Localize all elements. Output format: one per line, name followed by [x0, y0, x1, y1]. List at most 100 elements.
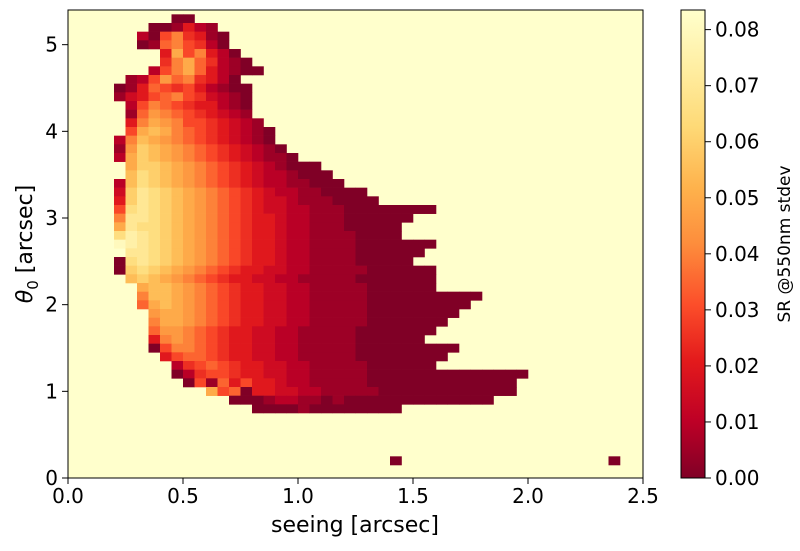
heatmap-cell [378, 404, 391, 414]
heatmap-cell [217, 66, 230, 76]
heatmap-cell [344, 205, 356, 214]
heatmap-cell [137, 92, 149, 102]
heatmap-cell [229, 352, 241, 362]
heatmap-cell [344, 378, 356, 388]
heatmap-cell [332, 378, 345, 388]
heatmap-cell [114, 239, 126, 249]
heatmap-cell [286, 300, 299, 310]
heatmap-cell [229, 92, 241, 102]
heatmap-cell [160, 352, 172, 362]
heatmap-cell [252, 248, 264, 258]
heatmap-cell [194, 369, 207, 379]
heatmap-cell [194, 92, 207, 102]
heatmap-cell [160, 92, 172, 102]
heatmap-cell [286, 222, 299, 232]
heatmap-cell [252, 222, 264, 232]
heatmap-cell [183, 153, 195, 162]
heatmap-cell [229, 187, 241, 197]
heatmap-cell [252, 196, 264, 206]
heatmap-cell [424, 361, 437, 370]
heatmap-cell [252, 309, 264, 318]
heatmap-cell [194, 40, 207, 50]
heatmap-cell [286, 265, 299, 275]
heatmap-cell [378, 248, 391, 258]
heatmap-cell [160, 213, 172, 223]
heatmap-cell [413, 300, 425, 310]
heatmap-cell [263, 161, 276, 171]
heatmap-cell [332, 187, 345, 197]
heatmap-cell [378, 378, 391, 388]
heatmap-cell [286, 239, 299, 249]
heatmap-cell [298, 335, 310, 344]
heatmap-cell [171, 300, 184, 310]
heatmap-cell [390, 309, 402, 318]
heatmap-cell [263, 387, 276, 396]
heatmap-cell [160, 170, 172, 180]
heatmap-cell [160, 300, 172, 310]
heatmap-cell [171, 23, 184, 32]
heatmap-cell [321, 317, 333, 327]
heatmap-cell [413, 352, 425, 362]
heatmap-cell [217, 153, 230, 162]
heatmap-cell [275, 309, 287, 318]
heatmap-cell [240, 317, 253, 327]
heatmap-cell [298, 343, 310, 353]
heatmap-cell [355, 387, 368, 396]
heatmap-cell [263, 343, 276, 353]
colorbar-tick-label: 0.03 [715, 298, 760, 322]
heatmap-cell [137, 300, 149, 310]
heatmap-cell [286, 231, 299, 240]
heatmap-cell [459, 300, 471, 310]
heatmap-cell [401, 291, 414, 301]
heatmap-cell [183, 335, 195, 344]
heatmap-cell [367, 361, 379, 370]
heatmap-cell [171, 239, 184, 249]
heatmap-cell [114, 222, 126, 232]
heatmap-cell [137, 274, 149, 284]
heatmap-cell [275, 257, 287, 266]
heatmap-cell [229, 335, 241, 344]
heatmap-cell [114, 135, 126, 145]
heatmap-cell [171, 109, 184, 119]
heatmap-cell [367, 213, 379, 223]
heatmap-cell [390, 369, 402, 379]
heatmap-cell [183, 378, 195, 388]
heatmap-cell [263, 352, 276, 362]
heatmap-cell [229, 265, 241, 275]
heatmap-cell [183, 83, 195, 93]
heatmap-cell [298, 283, 310, 292]
heatmap-cell [344, 283, 356, 292]
heatmap-cell [240, 361, 253, 370]
heatmap-cell [160, 179, 172, 188]
heatmap-cell [355, 248, 368, 258]
heatmap-cell [332, 343, 345, 353]
heatmap-cell [355, 378, 368, 388]
heatmap-cell [229, 239, 241, 249]
heatmap-cell [240, 222, 253, 232]
heatmap-cell [125, 179, 138, 188]
heatmap-cell [148, 265, 161, 275]
heatmap-cell [217, 361, 230, 370]
heatmap-cell [309, 231, 322, 240]
heatmap-cell [332, 239, 345, 249]
heatmap-cell [148, 205, 161, 214]
heatmap-cell [424, 239, 437, 249]
heatmap-cell [240, 387, 253, 396]
heatmap-cell [275, 153, 287, 162]
heatmap-cell [447, 343, 460, 353]
heatmap-cell [114, 187, 126, 197]
heatmap-cell [367, 291, 379, 301]
heatmap-cell [378, 222, 391, 232]
heatmap-cell [263, 144, 276, 154]
heatmap-cell [206, 187, 218, 197]
heatmap-cell [413, 378, 425, 388]
heatmap-cell [344, 326, 356, 336]
heatmap-cell [125, 205, 138, 214]
heatmap-cell [275, 170, 287, 180]
heatmap-cell [286, 387, 299, 396]
heatmap-cell [309, 274, 322, 284]
heatmap-cell [240, 395, 253, 405]
heatmap-cell [367, 378, 379, 388]
heatmap-cell [390, 257, 402, 266]
heatmap-cell [355, 369, 368, 379]
